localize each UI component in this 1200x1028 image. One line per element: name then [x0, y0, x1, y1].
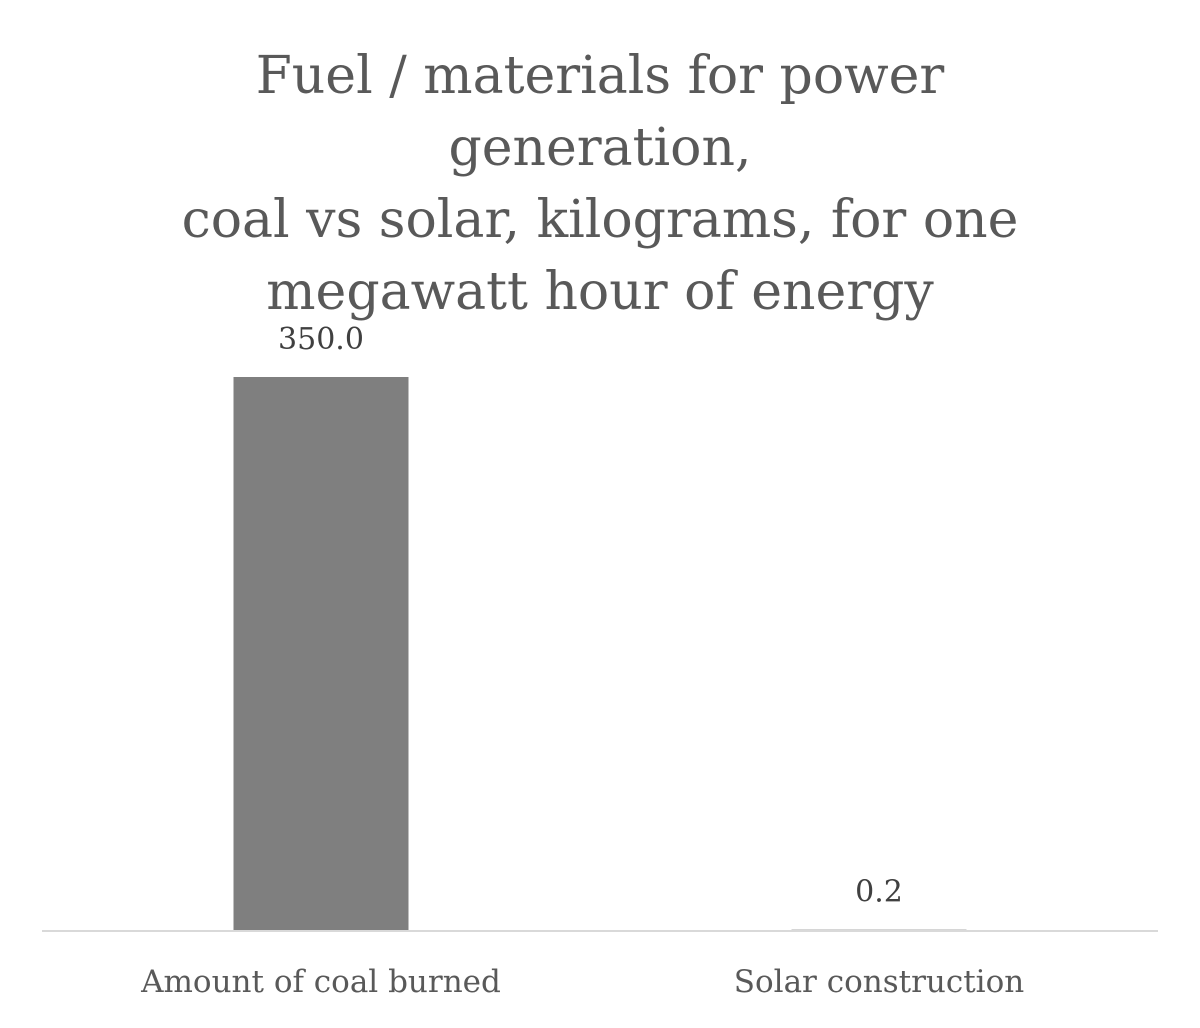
chart-title-line-3: megawatt hour of energy — [266, 262, 934, 322]
x-tick-label-0: Amount of coal burned — [140, 964, 501, 1000]
chart-title-line-2: coal vs solar, kilograms, for one — [181, 190, 1019, 250]
data-label-1: 0.2 — [855, 875, 903, 910]
bars-layer — [233, 377, 967, 930]
chart-title: Fuel / materials for power generation, c… — [100, 40, 1100, 328]
data-label-0: 350.0 — [278, 322, 364, 357]
labels-layer: 350.0 Amount of coal burned 0.2 Solar const… — [140, 322, 1024, 1000]
x-tick-label-1: Solar construction — [734, 964, 1025, 1000]
bar-0 — [233, 377, 409, 930]
chart-title-line-1: Fuel / materials for power generation, — [255, 46, 945, 178]
